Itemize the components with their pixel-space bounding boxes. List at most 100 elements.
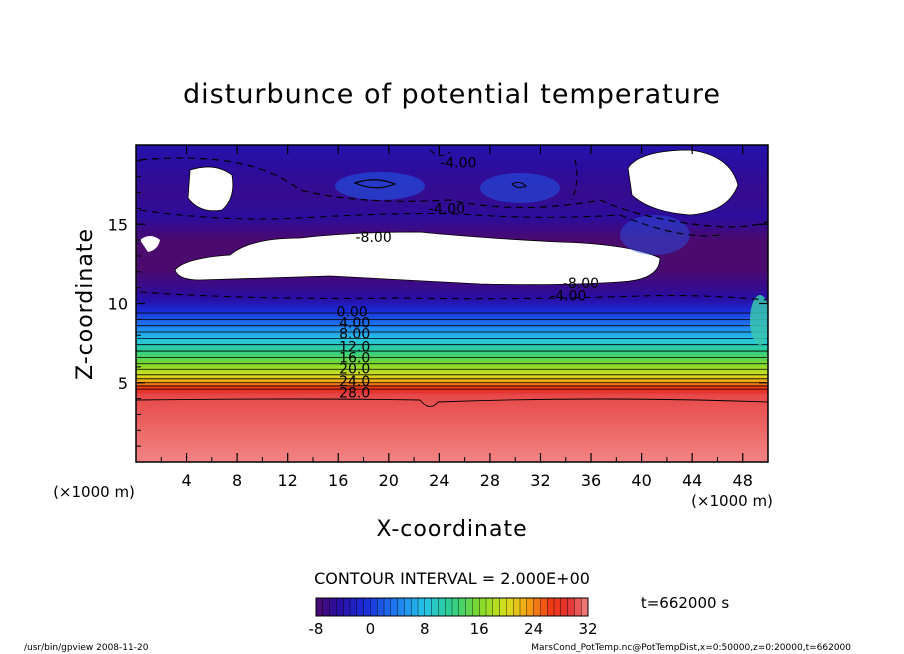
contour-label-2: -8.00 [356,230,392,246]
contour-28-line [136,398,768,407]
color-band-111 [136,284,768,287]
x-axis-label: X-coordinate [376,517,527,542]
color-band-40 [136,397,768,400]
contour-label-4: -4.00 [550,289,586,305]
color-band-104 [136,295,768,298]
blue-patch-1 [335,172,425,200]
dashed-contour-1 [139,157,768,228]
plot-area: -4.00-4.00-8.00-8.00-4.000.004.008.0012.… [136,145,768,462]
color-band-45 [136,389,768,392]
color-band-179 [136,176,768,179]
color-band-107 [136,290,768,294]
color-band-150 [136,222,768,225]
color-band-12 [136,441,768,444]
contour-label-7: 8.00 [339,327,370,343]
colorbar-cell-31 [526,597,535,617]
color-band-24 [136,422,768,425]
color-band-99 [136,303,768,306]
color-band-112 [136,282,768,286]
color-band-84 [136,327,768,330]
contour-label-10: 20.0 [339,361,370,377]
colorbar-cell-39 [581,597,589,617]
time-label: t=662000 s [641,594,729,612]
colorbar-cell-20 [451,597,460,617]
color-band-197 [136,148,768,151]
color-band-68 [136,352,768,355]
color-band-76 [136,339,768,343]
colorbar-cell-29 [513,597,521,617]
color-band-108 [136,289,768,292]
color-band-192 [136,156,768,159]
color-band-190 [136,159,768,162]
color-band-31 [136,411,768,414]
color-band-5 [136,452,768,455]
colorbar-cell-14 [411,597,419,617]
color-band-15 [136,436,768,439]
color-band-16 [136,435,768,438]
color-band-30 [136,412,768,416]
y-axis: 5 10 15 [108,160,768,447]
color-band-20 [136,428,768,431]
color-band-72 [136,346,768,349]
colorbar-cell-38 [574,597,582,617]
color-band-152 [136,219,768,222]
x-tick-label-3: 16 [328,471,348,490]
color-band-59 [136,366,768,370]
color-band-87 [136,322,768,325]
color-band-4 [136,454,768,457]
color-band-155 [136,214,768,217]
color-band-44 [136,390,768,393]
color-band-145 [136,230,768,233]
colorbar-cell-26 [492,597,501,617]
colorbar-frame [315,597,589,617]
color-band-172 [136,187,768,190]
color-band-102 [136,298,768,301]
anomaly-regions [136,149,768,407]
colorbar-cell-11 [390,597,399,617]
colorbar-cell-17 [431,597,439,617]
contour-label-8: 12.0 [339,339,370,355]
x-tick-label-1: 8 [232,471,242,490]
color-band-9 [136,446,768,449]
colorbar-tick-label-2: 8 [420,620,430,638]
color-band-74 [136,343,768,346]
color-band-90 [136,317,768,320]
color-band-51 [136,379,768,382]
white-region-3 [174,231,661,286]
color-band-196 [136,149,768,152]
color-band-161 [136,205,768,208]
edge-plume [750,295,768,345]
colorbar-cell-10 [383,597,392,617]
x-tick-label-5: 24 [429,471,449,490]
color-band-178 [136,178,768,181]
color-band-10 [136,444,768,447]
color-band-168 [136,194,768,197]
color-band-43 [136,392,768,395]
color-band-8 [136,447,768,450]
colorbar-cell-27 [499,597,507,617]
color-band-21 [136,427,768,430]
color-band-174 [136,184,768,187]
color-band-180 [136,175,768,178]
color-band-37 [136,401,768,404]
x-tick-label-6: 28 [480,471,500,490]
color-band-1 [136,458,768,462]
color-band-66 [136,355,768,358]
x-tick-label-0: 4 [181,471,191,490]
color-band-105 [136,293,768,297]
color-band-176 [136,181,768,184]
color-band-153 [136,217,768,221]
color-band-97 [136,306,768,309]
color-band-14 [136,438,768,441]
contour-label-1: -4.00 [429,201,465,217]
colorbar-cell-35 [553,597,562,617]
colorbar-cell-18 [438,597,446,617]
colorbar-cell-2 [329,597,337,617]
color-band-19 [136,430,768,433]
colorbar-cell-34 [547,597,555,617]
color-band-182 [136,171,768,175]
color-band-3 [136,455,768,458]
color-band-198 [136,146,768,149]
color-band-75 [136,341,768,344]
color-band-109 [136,287,768,290]
